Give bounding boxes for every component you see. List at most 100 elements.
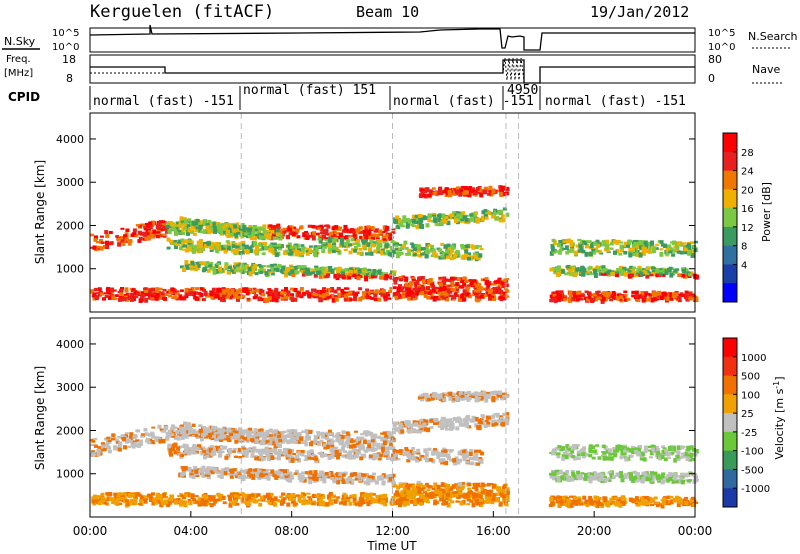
- power-cell: [109, 241, 113, 246]
- power-cell: [208, 245, 213, 250]
- power-cell: [396, 286, 401, 292]
- power-cell: [182, 222, 187, 227]
- velocity-cell: [308, 470, 313, 475]
- power-cell: [272, 242, 277, 245]
- velocity-cell: [400, 429, 405, 434]
- power-cell: [580, 293, 585, 297]
- power-cell: [209, 293, 214, 297]
- power-cell: [493, 212, 498, 215]
- velocity-cell: [391, 456, 396, 461]
- power-cell: [210, 296, 215, 300]
- power-cell: [373, 249, 378, 253]
- power-cell: [209, 225, 214, 231]
- velocity-cell: [361, 445, 366, 451]
- power-cell: [427, 291, 432, 295]
- power-cell: [475, 217, 480, 222]
- velocity-cell: [319, 439, 324, 443]
- power-cell: [479, 295, 484, 299]
- power-cell: [282, 227, 287, 230]
- velocity-cell: [440, 450, 445, 454]
- velocity-cell: [481, 420, 486, 425]
- power-cell: [571, 297, 576, 302]
- velocity-cell: [398, 449, 403, 454]
- power-cell: [138, 298, 143, 303]
- power-cell: [454, 286, 459, 289]
- power-cell: [566, 271, 571, 275]
- power-cell: [159, 220, 163, 224]
- power-cell: [200, 244, 205, 249]
- power-cell: [643, 270, 648, 275]
- power-cell: [494, 280, 498, 284]
- power-cell: [615, 296, 620, 301]
- power-cell: [460, 256, 465, 260]
- power-cell: [221, 287, 226, 290]
- power-cell: [191, 220, 196, 226]
- power-cell: [273, 243, 278, 246]
- velocity-cell: [398, 424, 403, 429]
- power-cell: [693, 247, 698, 253]
- power-cell: [652, 249, 656, 254]
- velocity-cell: [241, 474, 246, 478]
- velocity-cell: [179, 472, 184, 477]
- velocity-cell: [350, 481, 355, 485]
- power-cell: [364, 225, 369, 231]
- power-cell: [241, 243, 246, 247]
- velocity-cell: [367, 439, 371, 444]
- velocity-cell: [406, 420, 411, 425]
- velocity-cell: [214, 436, 219, 442]
- power-cell: [656, 293, 661, 296]
- power-cell: [204, 244, 208, 249]
- velocity-cell: [194, 450, 199, 454]
- power-cell: [377, 272, 382, 275]
- power-cell: [587, 295, 592, 299]
- velocity-cell: [423, 427, 428, 432]
- power-cell: [669, 295, 674, 298]
- power-cell: [368, 276, 373, 280]
- power-cell: [336, 268, 340, 273]
- power-colorbar-swatch: [723, 133, 737, 153]
- power-cell: [182, 296, 187, 301]
- velocity-cell: [349, 473, 354, 478]
- velocity-cell: [300, 474, 305, 478]
- power-cell: [627, 270, 632, 273]
- velocity-cell: [189, 473, 194, 476]
- power-cell: [690, 241, 694, 245]
- power-cell: [276, 226, 281, 230]
- velocity-cell: [115, 440, 120, 444]
- power-cell: [595, 270, 600, 273]
- velocity-cell: [450, 392, 455, 396]
- power-cell: [329, 231, 334, 236]
- velocity-cell: [312, 474, 317, 478]
- velocity-cell: [297, 451, 302, 455]
- velocity-cell: [91, 452, 96, 456]
- power-cell: [238, 231, 243, 234]
- velocity-cell: [163, 426, 168, 431]
- velocity-cell: [322, 443, 327, 447]
- velocity-cell: [202, 450, 207, 453]
- power-cell: [215, 248, 220, 254]
- velocity-cell: [409, 424, 414, 429]
- power-cell: [104, 230, 109, 235]
- power-cell: [165, 225, 170, 229]
- velocity-cell: [280, 452, 285, 457]
- power-cell: [341, 245, 346, 248]
- power-cell: [290, 248, 295, 251]
- power-cell: [419, 218, 424, 223]
- power-cell: [351, 273, 356, 278]
- power-cell: [659, 248, 664, 251]
- power-cell: [238, 288, 243, 293]
- velocity-cell: [476, 462, 481, 466]
- power-cell: [623, 294, 628, 298]
- velocity-cell: [346, 433, 350, 438]
- power-cell: [124, 287, 129, 292]
- power-cell: [633, 242, 638, 247]
- power-cell: [152, 229, 157, 234]
- power-cell: [315, 289, 320, 295]
- power-cell: [418, 194, 423, 198]
- power-cell: [236, 295, 241, 300]
- velocity-cell: [261, 448, 265, 453]
- velocity-cell: [224, 455, 229, 460]
- velocity-cell: [371, 472, 376, 476]
- power-cell: [420, 284, 425, 289]
- noise-left-tick-top: 10^5: [52, 28, 79, 39]
